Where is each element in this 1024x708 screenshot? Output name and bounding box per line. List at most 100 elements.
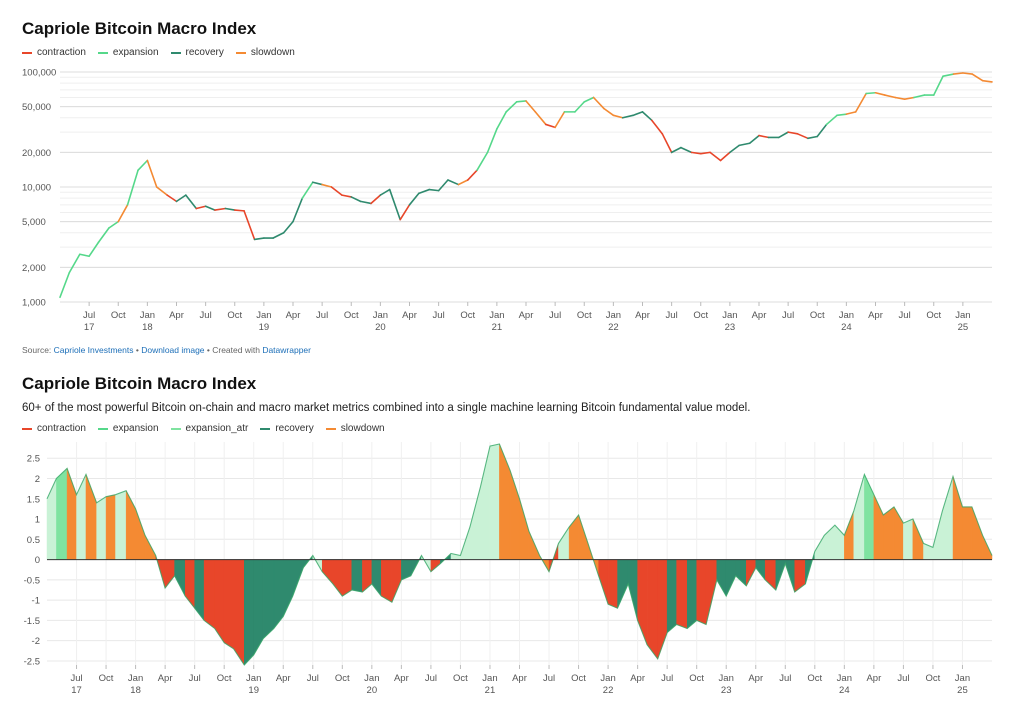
- datawrapper-link[interactable]: Datawrapper: [262, 345, 311, 355]
- price-segment-slowdown: [612, 114, 624, 119]
- x-tick-month-label: Apr: [158, 673, 173, 684]
- price-segment-expansion: [476, 151, 489, 171]
- price-segment-expansion: [68, 253, 81, 274]
- area-band-contraction: [362, 559, 373, 593]
- y-tick-label: -2: [32, 636, 40, 647]
- price-segment-recovery: [408, 192, 420, 206]
- price-segment-contraction: [690, 151, 702, 155]
- area-band-slowdown: [952, 476, 963, 560]
- price-segment-contraction: [651, 119, 664, 135]
- area-band-recovery: [666, 559, 677, 634]
- price-segment-slowdown: [903, 96, 915, 101]
- area-band-expansion: [942, 476, 954, 560]
- area-band-recovery: [686, 559, 697, 630]
- x-tick-year-label: 23: [721, 685, 732, 696]
- price-segment-recovery: [641, 111, 653, 122]
- price-segment-expansion: [505, 101, 518, 113]
- x-tick-month-label: Jul: [543, 673, 555, 684]
- area-band-recovery: [194, 559, 205, 622]
- price-segment-expansion: [137, 159, 149, 171]
- x-tick-month-label: Apr: [866, 673, 881, 684]
- legend-swatch-expansion-atr: [170, 427, 181, 430]
- price-segment-recovery: [312, 181, 323, 186]
- area-band-expansion: [96, 496, 107, 560]
- x-tick-month-label: Oct: [693, 310, 708, 321]
- price-segment-expansion: [932, 75, 944, 96]
- x-tick-month-label: Jan: [955, 673, 970, 684]
- top-legend: contraction expansion recovery slowdown: [22, 47, 295, 58]
- legend-label: expansion: [112, 47, 159, 58]
- area-band-slowdown: [844, 510, 855, 560]
- y-tick-label: -1.5: [24, 616, 40, 627]
- x-tick-month-label: Oct: [689, 673, 704, 684]
- price-segment-contraction: [233, 209, 245, 212]
- price-segment-contraction: [195, 205, 207, 210]
- area-band-contraction: [657, 559, 668, 660]
- download-image-link[interactable]: Download image: [141, 345, 205, 355]
- price-segment-slowdown: [981, 79, 993, 83]
- price-segment-slowdown: [146, 159, 158, 188]
- price-segment-contraction: [661, 133, 673, 154]
- price-segment-recovery: [418, 188, 431, 195]
- legend-swatch-slowdown: [235, 51, 246, 54]
- x-tick-month-label: Jan: [955, 310, 970, 321]
- x-tick-month-label: Apr: [752, 310, 767, 321]
- price-segment-recovery: [175, 194, 187, 203]
- x-tick-month-label: Apr: [512, 673, 527, 684]
- area-band-contraction: [391, 559, 402, 603]
- x-tick-year-label: 19: [259, 322, 270, 333]
- bottom-chart-title: Capriole Bitcoin Macro Index: [22, 374, 257, 393]
- x-tick-month-label: Apr: [630, 673, 645, 684]
- area-band-expansion: [903, 518, 914, 560]
- price-segment-recovery: [388, 188, 401, 221]
- x-tick-month-label: Oct: [460, 310, 475, 321]
- area-band-slowdown: [578, 514, 589, 560]
- price-segment-slowdown: [952, 72, 964, 75]
- x-tick-month-label: Apr: [276, 673, 291, 684]
- area-band-expansion: [853, 474, 865, 560]
- price-segment-slowdown: [525, 100, 537, 113]
- source-label: Source:: [22, 345, 54, 355]
- price-segment-contraction: [709, 151, 722, 162]
- area-band-slowdown: [135, 508, 146, 560]
- x-tick-month-label: Oct: [227, 310, 242, 321]
- legend-swatch-slowdown: [325, 427, 336, 430]
- price-segment-expansion: [496, 111, 507, 130]
- x-tick-year-label: 18: [130, 685, 141, 696]
- area-band-contraction: [794, 559, 806, 593]
- y-tick-label: 50,000: [22, 102, 51, 113]
- price-segment-recovery: [632, 111, 644, 117]
- area-band-recovery: [262, 559, 275, 640]
- price-segment-expansion: [88, 241, 100, 258]
- price-segment-contraction: [466, 169, 478, 181]
- price-segment-slowdown: [117, 204, 129, 223]
- area-band-contraction: [746, 559, 756, 587]
- price-segment-slowdown: [894, 96, 906, 101]
- price-segment-slowdown: [603, 107, 615, 117]
- x-tick-month-label: Jan: [839, 310, 854, 321]
- x-tick-year-label: 25: [958, 322, 969, 333]
- area-band-contraction: [646, 559, 658, 660]
- legend-swatch-contraction: [22, 427, 32, 430]
- price-segment-expansion: [108, 220, 120, 229]
- price-segment-expansion: [865, 91, 877, 95]
- x-tick-year-label: 24: [841, 322, 852, 333]
- price-segment-recovery: [204, 205, 216, 211]
- top-chart-title: Capriole Bitcoin Macro Index: [22, 19, 257, 38]
- x-tick-month-label: Jul: [666, 310, 678, 321]
- legend-swatch-recovery: [170, 51, 181, 54]
- x-tick-month-label: Jan: [256, 310, 271, 321]
- x-tick-month-label: Apr: [635, 310, 650, 321]
- area-band-contraction: [696, 559, 707, 625]
- x-tick-month-label: Jan: [489, 310, 504, 321]
- source-link[interactable]: Capriole Investments: [53, 345, 134, 355]
- y-tick-label: 100,000: [22, 68, 56, 79]
- price-segment-slowdown: [592, 96, 605, 110]
- x-tick-month-label: Jul: [70, 673, 82, 684]
- price-segment-recovery: [816, 123, 828, 138]
- area-band-expansion: [489, 443, 500, 560]
- y-tick-label: 20,000: [22, 148, 51, 159]
- legend-label: slowdown: [250, 47, 295, 58]
- legend-label: slowdown: [340, 423, 385, 434]
- area-band-contraction: [676, 559, 688, 629]
